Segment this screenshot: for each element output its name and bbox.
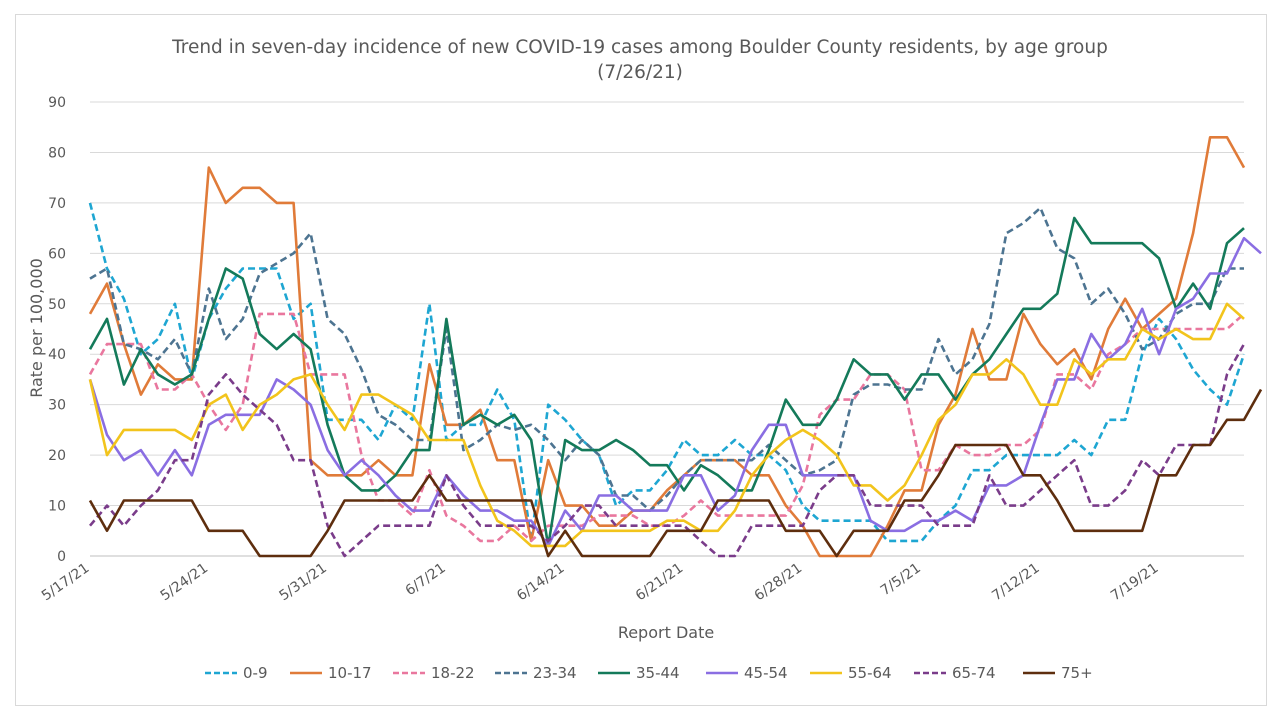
x-tick-label: 6/28/21 bbox=[752, 560, 805, 604]
y-tick-label: 0 bbox=[57, 549, 66, 565]
y-axis-ticks: 0 10 20 30 40 50 60 70 80 90 bbox=[48, 95, 66, 565]
x-tick-label: 5/31/21 bbox=[276, 560, 329, 604]
x-axis-label: Report Date bbox=[618, 623, 714, 642]
x-tick-label: 7/12/21 bbox=[989, 560, 1042, 604]
x-tick-label: 6/14/21 bbox=[514, 560, 567, 604]
x-tick-label: 7/5/21 bbox=[878, 560, 924, 599]
y-tick-label: 80 bbox=[48, 145, 66, 161]
y-tick-label: 60 bbox=[48, 246, 66, 262]
series-line-75+ bbox=[88, 388, 1263, 558]
y-tick-label: 90 bbox=[48, 95, 66, 111]
series-line-23-34 bbox=[89, 206, 1244, 512]
legend-label-18-22: 18-22 bbox=[431, 664, 475, 682]
series-line-0-9 bbox=[88, 202, 1246, 543]
x-axis-ticks: 5/17/21 5/24/21 5/31/21 6/7/21 6/14/21 6/21/2… bbox=[39, 560, 1162, 604]
chart-subtitle: (7/26/21) bbox=[597, 62, 683, 83]
series-line-55-64 bbox=[88, 302, 1245, 548]
y-tick-label: 10 bbox=[48, 499, 66, 515]
legend-label-45-54: 45-54 bbox=[744, 664, 788, 682]
legend-label-10-17: 10-17 bbox=[328, 664, 372, 682]
legend-label-75+: 75+ bbox=[1061, 664, 1093, 682]
x-tick-label: 7/19/21 bbox=[1108, 560, 1161, 604]
x-tick-label: 5/24/21 bbox=[158, 560, 211, 604]
y-tick-label: 50 bbox=[48, 297, 66, 313]
series-line-35-44 bbox=[88, 216, 1245, 548]
gridlines bbox=[90, 101, 1244, 557]
y-tick-label: 40 bbox=[48, 347, 66, 363]
legend-label-65-74: 65-74 bbox=[952, 664, 996, 682]
x-tick-label: 6/7/21 bbox=[403, 560, 449, 599]
series-line-10-17 bbox=[88, 136, 1246, 558]
legend-label-55-64: 55-64 bbox=[848, 664, 892, 682]
chart-title: Trend in seven-day incidence of new COVI… bbox=[171, 37, 1108, 58]
x-tick-label: 6/21/21 bbox=[633, 560, 686, 604]
y-tick-label: 70 bbox=[48, 196, 66, 212]
y-tick-label: 20 bbox=[48, 448, 66, 464]
y-axis-label: Rate per 100,000 bbox=[27, 258, 46, 398]
legend: 0-9 10-17 18-22 23-34 35-44 45-54 55-64 65-74 75… bbox=[205, 664, 1093, 682]
x-tick-label: 5/17/21 bbox=[39, 560, 92, 604]
legend-label-35-44: 35-44 bbox=[636, 664, 680, 682]
y-tick-label: 30 bbox=[48, 398, 66, 414]
chart-frame bbox=[15, 14, 1267, 706]
legend-label-0-9: 0-9 bbox=[243, 664, 268, 682]
legend-label-23-34: 23-34 bbox=[533, 664, 577, 682]
series-line-65-74 bbox=[89, 343, 1246, 558]
series-lines bbox=[88, 136, 1263, 558]
series-line-18-22 bbox=[88, 312, 1245, 543]
